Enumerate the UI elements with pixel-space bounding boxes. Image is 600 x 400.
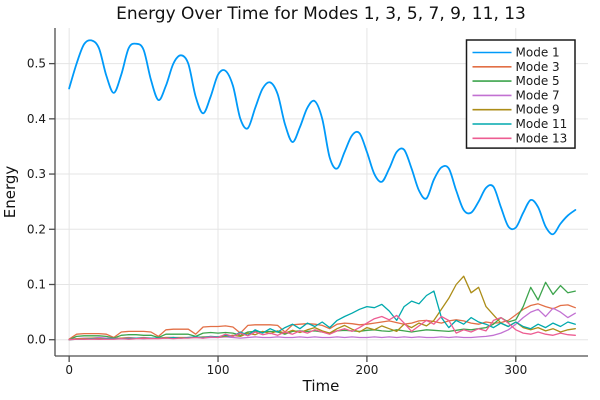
series-line-mode-13 [68,314,576,341]
y-axis-label: Energy [1,166,19,219]
y-tick-label: 0.3 [27,167,46,181]
legend-label: Mode 9 [516,103,560,117]
series-line-mode-3 [68,303,576,340]
axes: 0.0 0.1 0.2 0.3 0.4 0.5 0 100 200 300 [27,28,588,377]
x-tick-label: 200 [355,363,378,377]
series-line-mode-9 [68,275,576,341]
y-tick-label: 0.1 [27,277,46,291]
y-tick-label: 0.0 [27,333,46,347]
y-tick-label: 0.4 [27,112,46,126]
legend-label: Mode 7 [516,88,560,102]
y-tick-label: 0.2 [27,222,46,236]
x-tick-label: 300 [504,363,527,377]
series-lines [68,39,577,341]
y-tick-label: 0.5 [27,57,46,71]
legend-label: Mode 5 [516,74,560,88]
series-line-mode-1 [68,39,577,236]
legend-label: Mode 13 [516,131,568,145]
legend-box [465,39,576,149]
x-axis-label: Time [302,377,340,395]
x-tick-label: 0 [65,363,73,377]
chart-title: Energy Over Time for Modes 1, 3, 5, 7, 9… [116,4,526,24]
legend-label: Mode 1 [516,46,560,60]
legend-label: Mode 11 [516,117,568,131]
x-tick-label: 100 [207,363,230,377]
legend-label: Mode 3 [516,60,560,74]
